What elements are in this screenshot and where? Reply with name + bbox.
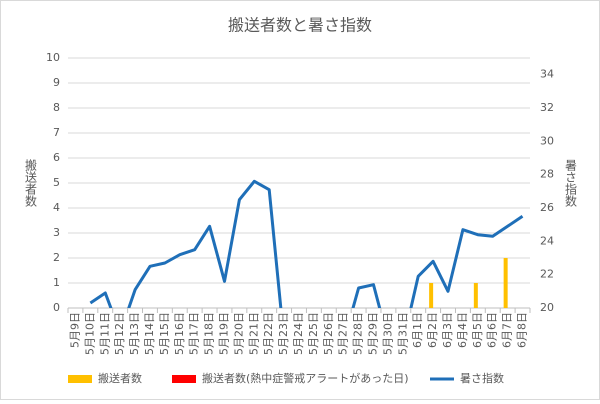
y2-tick-label: 28 <box>540 168 554 181</box>
x-tick-label: 5月26日 <box>322 312 335 355</box>
bar <box>429 283 434 308</box>
x-tick-label: 5月15日 <box>158 312 171 355</box>
x-tick-label: 5月20日 <box>232 312 245 355</box>
y2-tick-label: 26 <box>540 201 554 214</box>
x-tick-label: 6月6日 <box>486 312 499 348</box>
legend-label: 搬送者数 <box>98 371 142 385</box>
y2-tick-label: 34 <box>540 68 554 81</box>
y-tick-label: 8 <box>53 101 60 114</box>
y-tick-label: 6 <box>53 151 60 164</box>
x-tick-label: 5月12日 <box>113 312 126 355</box>
bar <box>473 283 478 308</box>
x-tick-label: 6月7日 <box>501 312 514 348</box>
x-tick-label: 5月22日 <box>262 312 275 355</box>
x-tick-label: 5月10日 <box>83 312 96 355</box>
x-tick-label: 5月23日 <box>277 312 290 355</box>
y-tick-label: 0 <box>53 301 60 314</box>
y2-axis-title: 暑さ指数 <box>564 159 578 208</box>
legend-label: 搬送者数(熱中症警戒アラートがあった日) <box>202 371 409 385</box>
x-tick-label: 5月9日 <box>68 312 81 348</box>
x-tick-label: 5月11日 <box>98 312 111 355</box>
bar <box>503 258 508 308</box>
x-tick-label: 5月28日 <box>352 312 365 355</box>
x-tick-label: 6月3日 <box>441 312 454 348</box>
x-tick-label: 5月31日 <box>396 312 409 355</box>
x-tick-label: 5月27日 <box>337 312 350 355</box>
x-tick-label: 5月25日 <box>307 312 320 355</box>
y-tick-label: 2 <box>53 251 60 264</box>
y-tick-label: 9 <box>53 76 60 89</box>
x-tick-label: 5月19日 <box>217 312 230 355</box>
x-tick-label: 6月4日 <box>456 312 469 348</box>
y-tick-label: 3 <box>53 226 60 239</box>
legend-swatch <box>68 375 92 383</box>
x-tick-label: 5月30日 <box>381 312 394 355</box>
legend-label: 暑さ指数 <box>460 371 504 385</box>
x-tick-label: 5月13日 <box>128 312 141 355</box>
y-tick-label: 4 <box>53 201 60 214</box>
x-tick-label: 5月14日 <box>143 312 156 355</box>
x-tick-label: 5月17日 <box>188 312 201 355</box>
y2-tick-label: 32 <box>540 101 554 114</box>
y-tick-label: 1 <box>53 276 60 289</box>
y-tick-label: 10 <box>46 51 60 64</box>
x-tick-label: 5月29日 <box>367 312 380 355</box>
y-axis-title: 搬送者数 <box>24 158 38 208</box>
line-series <box>89 179 524 308</box>
x-tick-label: 6月1日 <box>411 312 424 348</box>
x-tick-label: 6月8日 <box>516 312 529 348</box>
y2-tick-label: 30 <box>540 134 554 147</box>
y-tick-label: 7 <box>53 126 60 139</box>
y2-tick-label: 20 <box>540 301 554 314</box>
x-tick-label: 5月21日 <box>247 312 260 355</box>
y-tick-label: 5 <box>53 176 60 189</box>
x-tick-label: 5月16日 <box>173 312 186 355</box>
x-tick-label: 5月24日 <box>292 312 305 355</box>
x-tick-label: 5月18日 <box>203 312 216 355</box>
x-tick-label: 6月2日 <box>426 312 439 348</box>
chart-title: 搬送者数と暑さ指数 <box>228 16 372 35</box>
y2-tick-label: 24 <box>540 234 554 247</box>
y2-tick-label: 22 <box>540 268 554 281</box>
x-tick-label: 6月5日 <box>471 312 484 348</box>
legend-swatch <box>172 375 196 383</box>
